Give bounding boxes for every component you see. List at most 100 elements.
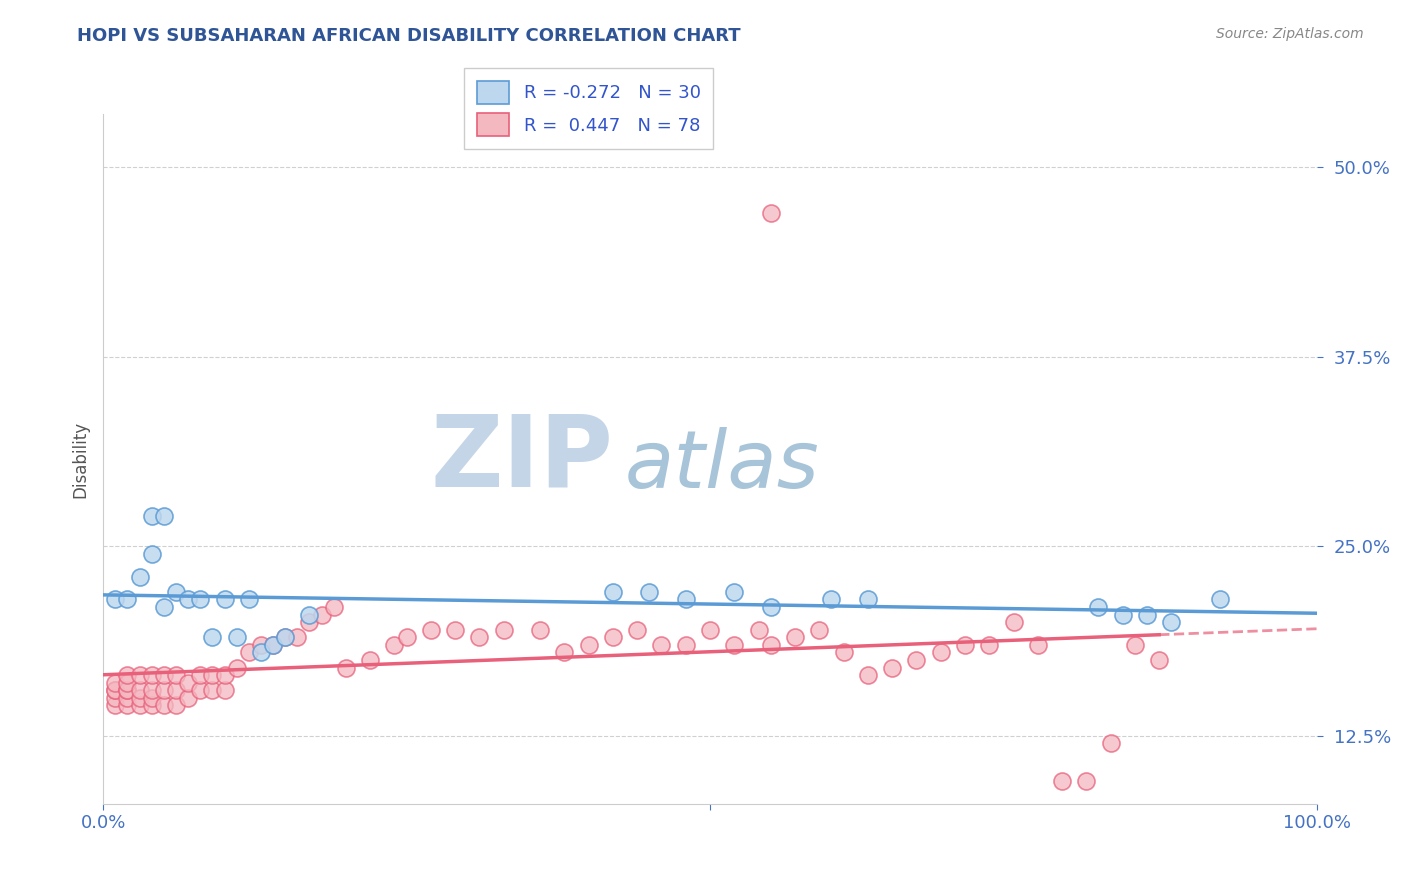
- Point: [953, 638, 976, 652]
- Text: Source: ZipAtlas.com: Source: ZipAtlas.com: [1216, 27, 1364, 41]
- Point: [177, 690, 200, 705]
- Point: [153, 668, 176, 682]
- Point: [214, 668, 236, 682]
- Point: [650, 638, 672, 652]
- Point: [856, 592, 879, 607]
- Point: [1002, 615, 1025, 629]
- Point: [141, 547, 163, 561]
- Point: [1136, 607, 1159, 622]
- Point: [262, 638, 284, 652]
- Point: [298, 607, 321, 622]
- Point: [117, 683, 139, 698]
- Point: [104, 683, 127, 698]
- Point: [117, 592, 139, 607]
- Point: [1076, 774, 1098, 789]
- Point: [492, 623, 515, 637]
- Point: [128, 690, 150, 705]
- Point: [153, 599, 176, 614]
- Point: [153, 509, 176, 524]
- Point: [602, 584, 624, 599]
- Point: [384, 638, 406, 652]
- Point: [298, 615, 321, 629]
- Point: [188, 592, 211, 607]
- Text: atlas: atlas: [626, 427, 820, 505]
- Point: [578, 638, 600, 652]
- Point: [929, 645, 952, 659]
- Point: [177, 675, 200, 690]
- Point: [104, 690, 127, 705]
- Point: [759, 599, 782, 614]
- Point: [214, 592, 236, 607]
- Point: [723, 584, 745, 599]
- Text: ZIP: ZIP: [430, 410, 613, 508]
- Point: [117, 675, 139, 690]
- Point: [274, 630, 297, 644]
- Point: [1050, 774, 1073, 789]
- Point: [1123, 638, 1146, 652]
- Point: [201, 668, 224, 682]
- Point: [214, 683, 236, 698]
- Point: [165, 584, 187, 599]
- Point: [1087, 599, 1109, 614]
- Y-axis label: Disability: Disability: [72, 421, 89, 498]
- Point: [444, 623, 467, 637]
- Point: [311, 607, 333, 622]
- Point: [262, 638, 284, 652]
- Point: [153, 698, 176, 713]
- Point: [882, 660, 904, 674]
- Point: [638, 584, 661, 599]
- Point: [128, 668, 150, 682]
- Point: [553, 645, 575, 659]
- Point: [748, 623, 770, 637]
- Point: [759, 206, 782, 220]
- Point: [141, 509, 163, 524]
- Point: [335, 660, 357, 674]
- Point: [128, 683, 150, 698]
- Point: [468, 630, 491, 644]
- Point: [905, 653, 928, 667]
- Point: [1099, 736, 1122, 750]
- Point: [808, 623, 831, 637]
- Point: [141, 668, 163, 682]
- Point: [675, 638, 697, 652]
- Point: [419, 623, 441, 637]
- Text: HOPI VS SUBSAHARAN AFRICAN DISABILITY CORRELATION CHART: HOPI VS SUBSAHARAN AFRICAN DISABILITY CO…: [77, 27, 741, 45]
- Point: [104, 592, 127, 607]
- Point: [1112, 607, 1135, 622]
- Point: [979, 638, 1001, 652]
- Point: [141, 698, 163, 713]
- Point: [274, 630, 297, 644]
- Point: [177, 592, 200, 607]
- Point: [529, 623, 551, 637]
- Point: [104, 683, 127, 698]
- Point: [1026, 638, 1049, 652]
- Point: [141, 690, 163, 705]
- Point: [153, 683, 176, 698]
- Point: [165, 668, 187, 682]
- Point: [165, 683, 187, 698]
- Point: [165, 698, 187, 713]
- Point: [141, 683, 163, 698]
- Point: [1147, 653, 1170, 667]
- Point: [104, 698, 127, 713]
- Point: [626, 623, 648, 637]
- Point: [117, 683, 139, 698]
- Point: [395, 630, 418, 644]
- Point: [723, 638, 745, 652]
- Point: [238, 592, 260, 607]
- Point: [250, 638, 273, 652]
- Point: [225, 660, 247, 674]
- Point: [188, 683, 211, 698]
- Point: [250, 645, 273, 659]
- Point: [201, 683, 224, 698]
- Point: [699, 623, 721, 637]
- Point: [117, 690, 139, 705]
- Point: [359, 653, 381, 667]
- Point: [285, 630, 308, 644]
- Point: [783, 630, 806, 644]
- Legend: R = -0.272   N = 30, R =  0.447   N = 78: R = -0.272 N = 30, R = 0.447 N = 78: [464, 69, 713, 149]
- Point: [1209, 592, 1232, 607]
- Point: [238, 645, 260, 659]
- Point: [188, 668, 211, 682]
- Point: [832, 645, 855, 659]
